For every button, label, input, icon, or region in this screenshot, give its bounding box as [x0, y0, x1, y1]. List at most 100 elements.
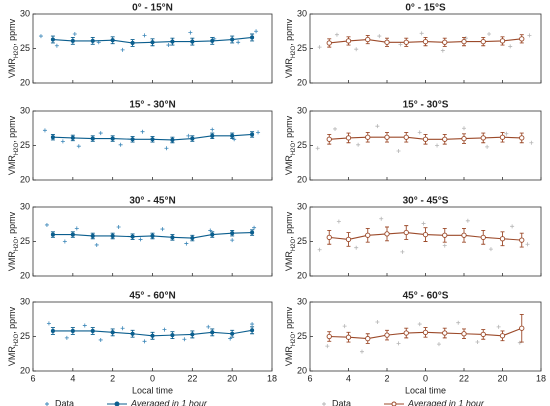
average-point [170, 39, 175, 44]
legend-label: Averaged in 1 hour [130, 398, 208, 406]
average-point [150, 333, 155, 338]
y-tick-label: 20 [297, 270, 307, 280]
data-point [142, 33, 147, 38]
data-point [184, 241, 189, 246]
data-point [336, 219, 341, 224]
average-point [365, 36, 371, 43]
plot-area [32, 13, 273, 84]
data-point [118, 142, 123, 147]
y-tick-label: 25 [20, 140, 30, 150]
y-tick-label: 30 [297, 296, 307, 306]
data-point [342, 324, 347, 329]
y-tick-label: 20 [20, 365, 30, 375]
y-tick-label: 25 [297, 236, 307, 246]
y-tick-label: 25 [20, 43, 30, 53]
average-point [345, 135, 352, 141]
x-tick-label: 22 [187, 373, 197, 383]
data-point [38, 34, 43, 39]
data-point [120, 47, 125, 52]
plot-area [309, 110, 542, 181]
data-point [527, 33, 532, 38]
average-point [250, 35, 255, 40]
data-point [396, 149, 401, 154]
average-point [422, 136, 429, 142]
data-point [325, 344, 330, 349]
average-point [110, 136, 115, 141]
average-point [70, 38, 75, 43]
data-point [232, 137, 237, 142]
data-point [250, 322, 255, 327]
average-point [110, 330, 115, 335]
x-tick-label: 4 [346, 373, 351, 383]
plot-area [32, 206, 273, 277]
average-point [230, 133, 235, 138]
data-point [398, 42, 403, 47]
average-point [50, 37, 55, 42]
average-point [70, 328, 75, 334]
average-point [250, 132, 255, 137]
data-point [400, 249, 405, 254]
y-tick-label: 25 [297, 140, 307, 150]
y-axis-label: VMRH2O, ppmv [7, 18, 19, 78]
y-tick-label: 30 [297, 201, 307, 211]
average-point [90, 38, 95, 43]
data-point [46, 321, 51, 326]
y-tick-label: 20 [297, 365, 307, 375]
y-label-sub: H2O [14, 239, 20, 252]
average-point [519, 135, 525, 141]
data-point [64, 335, 69, 340]
x-tick-label: 22 [459, 373, 469, 383]
average-point [130, 137, 135, 142]
average-point [384, 231, 390, 237]
average-point [210, 232, 215, 237]
y-axis-label: VMRH2O, ppmv [284, 306, 296, 366]
legend-label: Data [332, 398, 351, 406]
y-label-main: VMR [284, 251, 294, 272]
data-point [98, 337, 103, 342]
average-point [170, 137, 175, 143]
x-tick-label: 20 [227, 373, 237, 383]
data-point [417, 322, 422, 327]
data-point [419, 31, 424, 36]
average-point [365, 335, 371, 342]
average-point [150, 137, 155, 142]
average-point [519, 237, 525, 243]
panel-title: 0° - 15°S [405, 3, 446, 14]
y-axis-label: VMRH2O, ppmv [7, 306, 19, 366]
panel-title: 45° - 60°S [403, 291, 449, 302]
data-point [166, 43, 171, 48]
average-point [499, 333, 506, 339]
panel-title: 15° - 30°S [403, 100, 449, 111]
average-point [250, 230, 255, 235]
data-point [188, 30, 193, 35]
y-axis-label: VMRH2O, ppmv [284, 18, 296, 78]
data-point [356, 142, 361, 147]
data-point [379, 216, 384, 221]
y-tick-label: 25 [297, 43, 307, 53]
average-point [442, 136, 448, 142]
data-point [210, 127, 215, 132]
average-point [326, 40, 332, 46]
data-point [463, 36, 468, 41]
data-point [359, 349, 364, 354]
average-point [422, 329, 429, 336]
data-point [375, 320, 380, 325]
average-point [130, 40, 135, 46]
average-point [422, 231, 429, 238]
average-point [442, 330, 448, 336]
data-point [142, 339, 147, 344]
average-point [90, 136, 95, 141]
data-point [440, 48, 445, 53]
y-label-unit: , ppmv [7, 211, 17, 239]
y-axis-label: VMRH2O, ppmv [284, 211, 296, 271]
average-point [326, 136, 332, 142]
data-point [254, 29, 259, 34]
average-point [190, 39, 195, 44]
data-point [417, 130, 422, 135]
y-tick-label: 20 [297, 77, 307, 87]
legend-symbol [114, 401, 120, 406]
y-label-sub: H2O [14, 334, 20, 347]
y-tick-label: 30 [20, 296, 30, 306]
data-point [517, 340, 522, 345]
